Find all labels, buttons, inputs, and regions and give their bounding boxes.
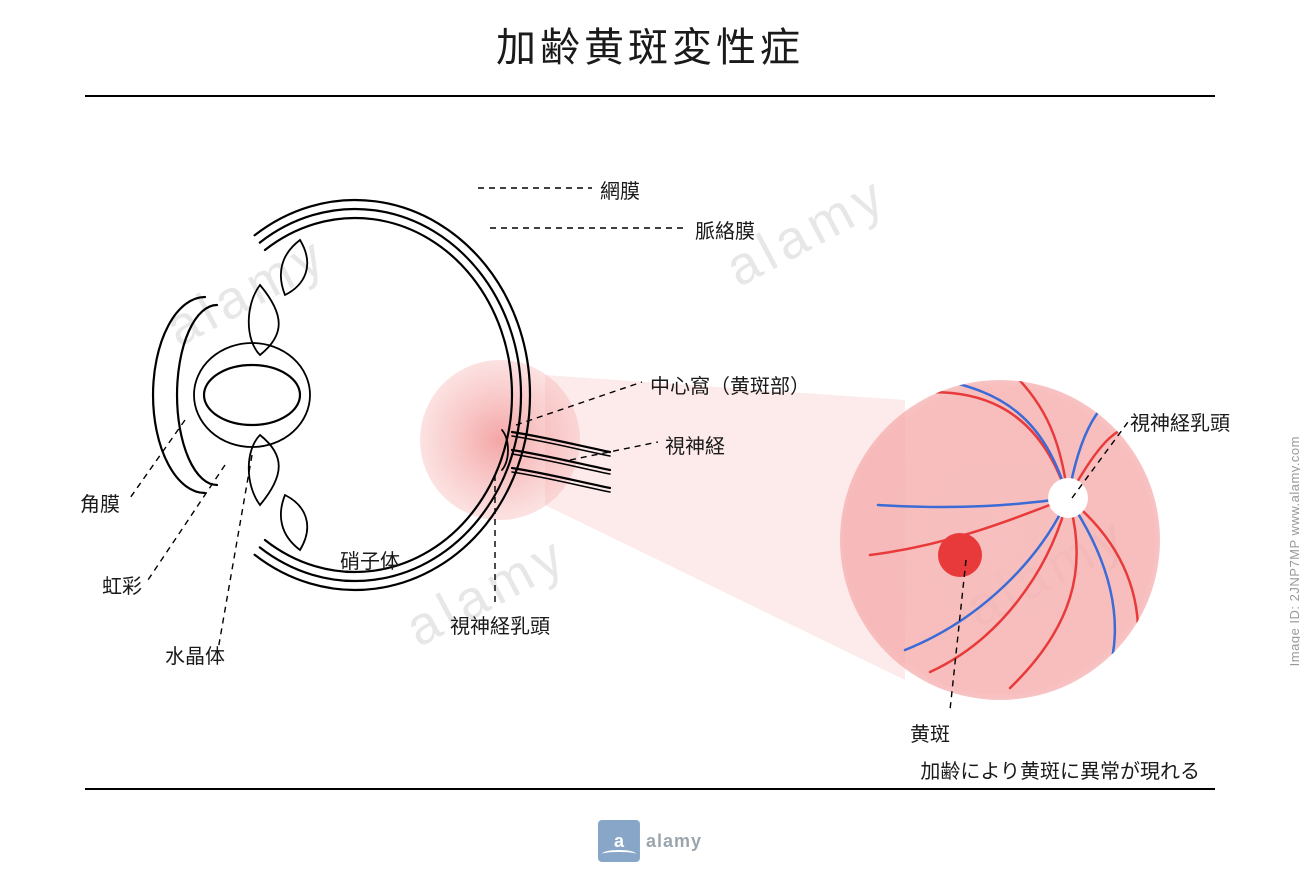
label-vitreous: 硝子体 <box>340 545 400 574</box>
label-macula: 黄斑 <box>910 718 950 747</box>
label-optic-disc-2: 視神経乳頭 <box>1130 407 1230 436</box>
label-iris: 虹彩 <box>102 570 142 599</box>
label-fovea: 中心窩（黄斑部） <box>650 370 810 399</box>
label-optic-nerve: 視神経 <box>665 430 725 459</box>
label-optic-disc-1: 視神経乳頭 <box>450 610 550 639</box>
label-cornea: 角膜 <box>80 488 120 517</box>
label-retina: 網膜 <box>600 175 640 204</box>
label-choroid: 脈絡膜 <box>695 215 755 244</box>
label-lens: 水晶体 <box>165 640 225 669</box>
diagram-svg <box>0 0 1300 872</box>
